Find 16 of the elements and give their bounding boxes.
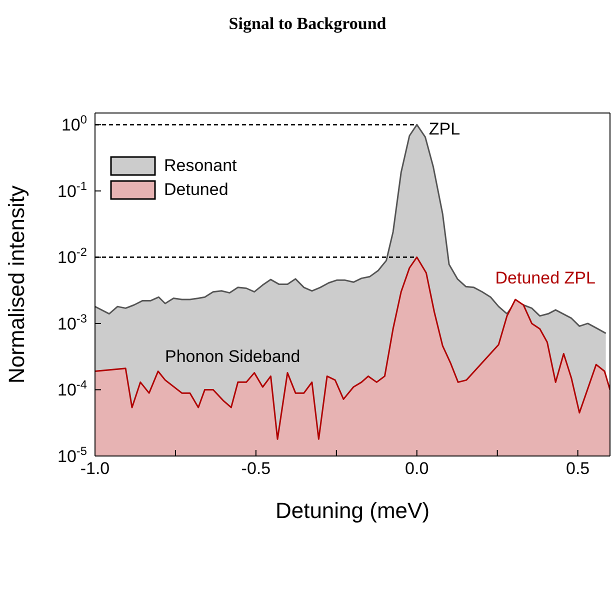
annotation: Detuned ZPL <box>495 268 596 288</box>
y-tick-label: 10$^{-4}$ <box>58 378 88 400</box>
x-axis-title: Detuning (meV) <box>275 498 430 523</box>
chart-title: Signal to Background <box>228 14 388 34</box>
x-tick-label: 0.0 <box>405 459 429 478</box>
annotation: Phonon Sideband <box>165 347 300 367</box>
y-tick-label: 10$^{0}$ <box>61 112 88 135</box>
y-tick-label: 10$^{-2}$ <box>58 245 88 268</box>
x-tick-label: 0.5 <box>566 459 590 478</box>
y-tick-label: 10$^{-1}$ <box>58 178 88 201</box>
y-tick-label: 10$^{-3}$ <box>58 311 88 334</box>
legend-label: Resonant <box>164 156 237 176</box>
y-axis-title: Normalised intensity <box>4 185 29 384</box>
legend-label: Detuned <box>164 180 228 200</box>
annotation: ZPL <box>428 120 460 139</box>
x-tick-label: -0.5 <box>241 459 271 478</box>
